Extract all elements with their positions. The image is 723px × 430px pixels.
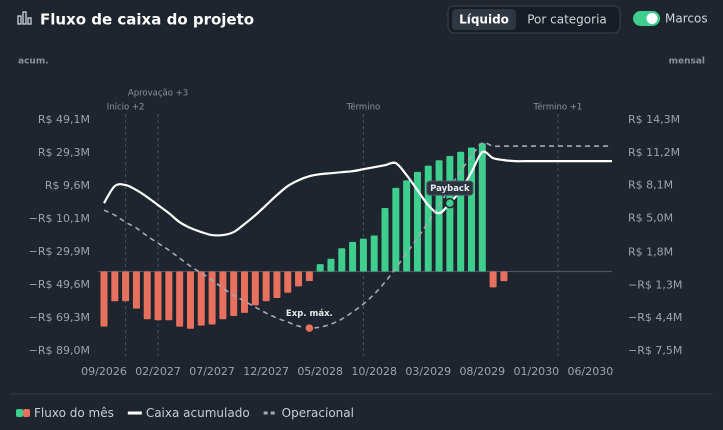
legend-swatch — [23, 409, 30, 417]
bar — [338, 248, 346, 272]
x-tick-label: 06/2030 — [568, 365, 614, 378]
tab[interactable]: Por categoria — [527, 13, 607, 27]
x-tick-label: 10/2028 — [351, 365, 397, 378]
legend-swatch — [16, 409, 23, 417]
bar — [208, 271, 216, 325]
x-tick-label: 05/2028 — [297, 365, 343, 378]
bar — [176, 271, 184, 327]
legend-label: Operacional — [282, 406, 354, 420]
bar — [262, 271, 270, 302]
bar — [349, 241, 357, 272]
bar — [478, 143, 486, 272]
y2-tick-label: −R$ 1,3M — [628, 278, 682, 291]
legend-label: Fluxo do mês — [34, 406, 114, 420]
bar — [305, 271, 313, 282]
y2-tick-label: R$ 5,0M — [628, 212, 673, 225]
bar — [327, 258, 335, 272]
annotation-point — [444, 197, 456, 209]
milestone-label: Início +2 — [107, 103, 145, 113]
bar — [132, 271, 140, 309]
bar — [143, 271, 151, 320]
bar — [219, 271, 227, 320]
y2-tick-label: −R$ 4,4M — [628, 311, 682, 324]
bar — [284, 271, 292, 293]
chart-title: Fluxo de caixa do projeto — [40, 11, 254, 29]
x-tick-label: 08/2029 — [459, 365, 505, 378]
annotation-label: Exp. máx. — [286, 309, 333, 319]
annotation-box — [426, 180, 474, 196]
y-tick-label: −R$ 89,0M — [29, 344, 90, 357]
x-tick-label: 01/2030 — [513, 365, 559, 378]
toggle-label: Marcos — [665, 12, 708, 26]
bar — [230, 271, 238, 317]
bar — [100, 271, 108, 327]
milestone-label: Término — [346, 102, 381, 113]
y-tick-label: R$ 49,1M — [38, 113, 90, 126]
bar — [435, 160, 443, 272]
bar — [165, 271, 173, 321]
y2-tick-label: R$ 8,1M — [628, 179, 673, 192]
bar — [273, 271, 281, 299]
bar — [295, 271, 303, 287]
chart-icon — [17, 11, 32, 25]
y-tick-label: R$ 29,3M — [38, 146, 90, 159]
annotation-point — [304, 322, 315, 334]
bar — [122, 271, 130, 302]
bar — [381, 207, 389, 272]
milestone-label: Término +1 — [533, 102, 583, 113]
line — [103, 150, 612, 237]
bar — [413, 171, 421, 272]
bar — [500, 271, 508, 282]
x-tick-label: 03/2029 — [405, 365, 451, 378]
bar — [241, 271, 249, 313]
bar — [197, 271, 205, 326]
y-tick-label: −R$ 29,9M — [29, 245, 90, 258]
bar — [111, 271, 119, 302]
bar — [154, 271, 162, 321]
x-tick-label: 02/2027 — [135, 365, 181, 378]
bar — [457, 151, 465, 272]
y2-tick-label: R$ 1,8M — [628, 245, 673, 258]
bar — [489, 271, 497, 288]
bar — [370, 235, 378, 272]
bar — [359, 238, 367, 272]
bar — [251, 271, 259, 306]
y2-tick-label: R$ 14,3M — [628, 113, 680, 126]
bar — [467, 147, 475, 272]
tab-active-bg — [452, 9, 516, 30]
x-tick-label: 07/2027 — [189, 365, 235, 378]
tab[interactable]: Líquido — [459, 13, 509, 27]
y-axis-label: acum. — [18, 57, 49, 67]
y-tick-label: −R$ 49,6M — [29, 278, 90, 291]
legend-label: Caixa acumulado — [146, 406, 250, 420]
milestone-label: Aprovação +3 — [128, 89, 188, 99]
bar — [392, 187, 400, 272]
bar — [446, 156, 454, 272]
y-tick-label: −R$ 10,1M — [29, 212, 90, 225]
bar — [186, 271, 194, 329]
y2-tick-label: −R$ 7,5M — [628, 344, 682, 357]
x-tick-label: 09/2026 — [81, 365, 127, 378]
x-tick-label: 12/2027 — [243, 365, 289, 378]
y-tick-label: −R$ 69,3M — [29, 311, 90, 324]
y2-tick-label: R$ 11,2M — [628, 146, 680, 159]
y-tick-label: R$ 9,6M — [45, 179, 90, 192]
y2-axis-label: mensal — [669, 57, 705, 67]
annotation-label: Payback — [430, 184, 470, 194]
bar — [403, 180, 411, 272]
toggle-knob — [646, 13, 658, 24]
line — [103, 141, 612, 329]
bar — [316, 264, 324, 272]
